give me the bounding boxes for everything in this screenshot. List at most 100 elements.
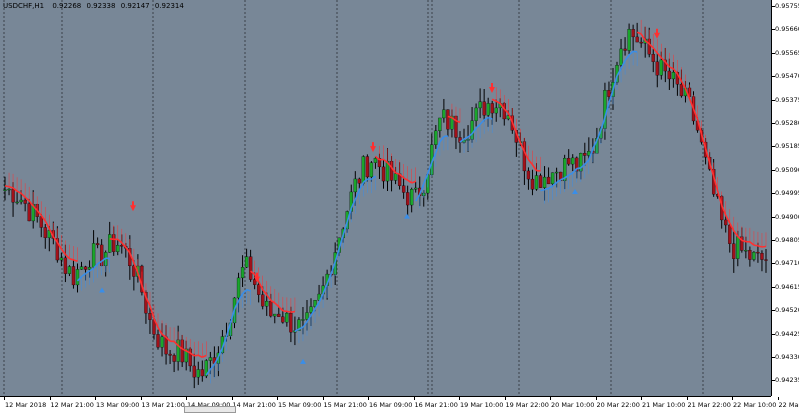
trend-line-down [149,305,155,319]
trend-line-down [12,187,18,192]
chart-scroll-tab[interactable] [184,406,236,413]
bull-candle [204,360,208,377]
trend-line-down [189,352,195,357]
bear-candle [635,36,639,43]
trend-line-up [415,193,421,202]
bull-candle [659,59,663,76]
trend-line-down [197,354,203,358]
trend-line-up [560,177,566,181]
bull-candle [671,72,676,80]
trend-line-down [725,214,731,224]
time-axis[interactable]: 12 Mar 2018 12 Mar 21:00 13 Mar 09:00 13 Ma… [0,396,799,413]
trend-line-up [101,257,107,262]
time-label: 12 Mar 2018 [5,401,47,409]
bear-candle [724,219,728,226]
bear-candle [538,175,543,188]
trend-line-up [213,356,220,365]
trend-line-down [672,68,679,75]
trend-line-down [282,310,287,313]
bull-candle [571,157,575,165]
bear-candle [679,84,684,97]
bull-candle [75,269,80,286]
trend-line-down [157,327,163,335]
time-tick [95,397,96,400]
bull-candle [744,249,748,252]
bear-candle [381,166,386,182]
trend-line-down [8,185,14,189]
bear-candle [252,279,257,285]
trend-line-up [483,116,489,121]
bull-candle [317,293,321,301]
price-tick [772,380,775,382]
bull-candle [15,201,19,204]
bull-candle [434,130,438,145]
trend-line-down [720,205,727,216]
bear-candle [277,313,281,317]
trend-line-down [20,192,26,198]
trend-line-down [491,98,497,102]
bear-candle [482,101,486,116]
trend-line-down [676,73,683,82]
bear-candle [261,294,265,307]
trend-line-down [73,259,78,263]
trend-line-down [447,115,453,119]
bear-candle [192,365,196,378]
bear-candle [43,227,47,238]
bull-candle [87,266,92,270]
trend-line-down [60,248,67,256]
time-tick [277,397,278,400]
ohlc-open: 0.92268 [52,2,82,10]
trend-line-down [173,340,179,347]
symbol-name: USDCHF,H1 [3,2,45,10]
trend-line-down [382,158,389,164]
trend-line-down [499,102,505,110]
price-tick [772,286,775,288]
trend-line-down [741,239,747,243]
bull-candle [67,266,72,274]
bull-candle [361,156,366,184]
trend-line-down [56,241,63,250]
candlestick-chart[interactable] [0,0,771,396]
trend-line-down [201,354,207,359]
bull-candle [7,188,11,191]
trend-line-down [125,246,131,254]
trend-line-down [386,162,393,169]
trend-line-down [40,214,46,222]
price-label: 0.94425 [775,329,799,338]
trend-line-down [64,253,71,260]
sell-arrow-icon [370,142,376,153]
bull-candle [240,267,245,279]
trend-line-down [523,151,530,161]
bear-candle [651,54,655,62]
trend-line-up [463,136,469,140]
time-label: 13 Mar 21:00 [141,401,185,409]
trend-line-up [76,276,83,282]
trend-line-up [475,123,481,129]
trend-line-up [431,152,437,163]
trend-line-down [511,121,518,134]
bear-candle [71,266,76,286]
bear-candle [281,316,285,323]
trend-line-down [644,39,650,45]
trend-line-up [628,50,634,56]
bull-candle [554,171,559,174]
bear-candle [11,188,15,203]
bear-candle [583,153,587,156]
bear-candle [728,224,732,244]
trend-line-up [342,221,349,236]
trend-line-down [185,350,191,354]
bear-candle [401,185,406,193]
trend-line-up [540,188,545,192]
time-tick [595,397,597,400]
trend-line-up [459,138,465,143]
trend-line-up [471,127,477,135]
bull-candle [619,48,623,66]
trend-line-up [556,179,562,184]
bear-candle [623,48,627,51]
price-chart-plot[interactable]: USDCHF,H1 0.92268 0.92338 0.92147 0.9231… [0,0,771,396]
trend-line-down [403,177,409,181]
time-tick [732,397,733,400]
trend-line-up [427,161,433,174]
